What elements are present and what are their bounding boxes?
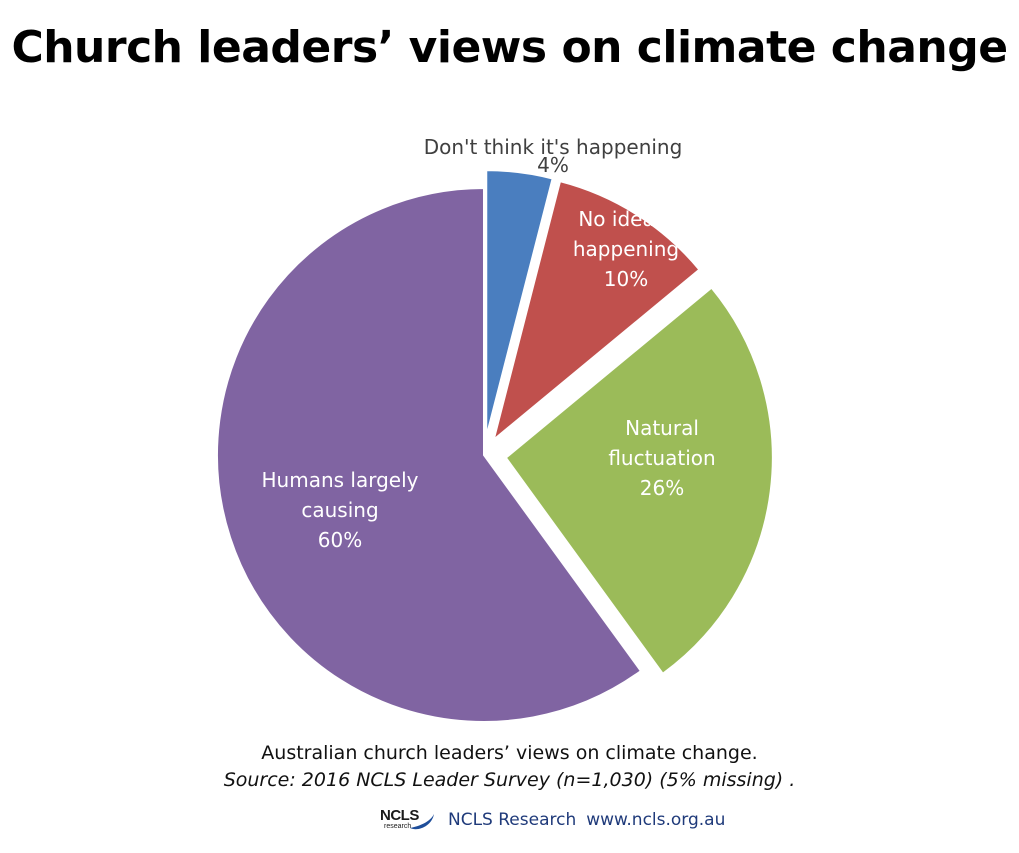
slice-category-label: fluctuation [608, 446, 715, 470]
slice-category-label: Natural [625, 416, 699, 440]
slice-category-label: happening [573, 237, 679, 261]
slice-value-label: 60% [318, 528, 362, 552]
pie-slice [485, 169, 554, 438]
caption-description: Australian church leaders’ views on clim… [261, 742, 758, 764]
chart-title: Church leaders’ views on climate change [11, 22, 1008, 73]
slice-category-label: Don't think it's happening [424, 135, 683, 159]
footer-url[interactable]: www.ncls.org.au [586, 810, 726, 830]
caption-source: Source: 2016 NCLS Leader Survey (n=1,030… [223, 769, 796, 791]
slice-category-label: Humans largely [262, 468, 419, 492]
logo-swoosh-icon [410, 814, 434, 830]
pie-slice [491, 179, 701, 443]
slice-category-label: causing [301, 498, 378, 522]
logo-wordmark: NCLS [380, 807, 419, 824]
slice-value-label: 4% [537, 153, 569, 177]
ncls-logo: NCLS research [378, 807, 438, 833]
slice-category-label: No idea if [578, 207, 674, 231]
pie-slice [504, 286, 774, 676]
footer: NCLS research NCLS Research www.ncls.org… [378, 805, 725, 835]
slice-value-label: 26% [640, 476, 684, 500]
footer-org: NCLS Research [448, 810, 577, 830]
pie-slice [216, 186, 643, 723]
logo-subtext: research [384, 823, 412, 830]
slice-value-label: 10% [604, 267, 648, 291]
